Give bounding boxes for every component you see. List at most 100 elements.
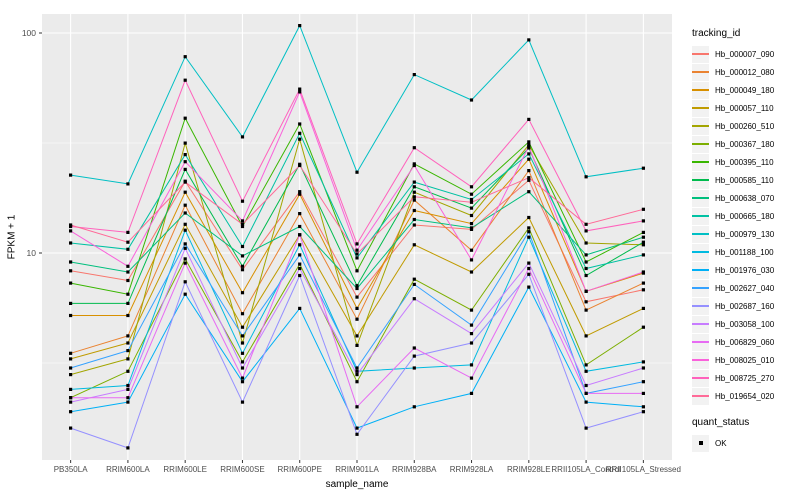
legend-item-Hb_008725_270: Hb_008725_270 <box>692 369 800 387</box>
legend-item-label: Hb_003058_100 <box>715 319 775 329</box>
legend-line-swatch-icon <box>692 305 709 307</box>
legend-line-swatch-icon <box>692 53 709 55</box>
legend-item-label: Hb_008025_010 <box>715 355 775 365</box>
data-point <box>183 160 187 164</box>
data-point <box>126 446 130 450</box>
data-point <box>240 334 245 338</box>
data-point <box>412 185 416 189</box>
data-point <box>469 200 474 204</box>
data-point <box>355 405 359 409</box>
data-point <box>641 366 645 370</box>
data-point <box>183 246 187 250</box>
legend-line-swatch-icon <box>692 251 709 253</box>
legend-item-Hb_000638_070: Hb_000638_070 <box>692 189 800 207</box>
data-point <box>298 253 302 257</box>
legend-item-label: Hb_002627_040 <box>715 283 775 293</box>
data-point <box>126 292 130 296</box>
legend-shape-items: OK <box>692 434 800 452</box>
legend-item-Hb_001188_100: Hb_001188_100 <box>692 243 800 261</box>
data-point <box>298 262 302 266</box>
data-point <box>355 343 359 347</box>
data-point <box>584 400 588 404</box>
legend-line-swatch-icon <box>692 233 709 235</box>
data-point <box>584 426 588 430</box>
data-point <box>469 258 474 262</box>
legend-key <box>692 333 709 351</box>
legend-item-label: Hb_000665_180 <box>715 211 775 221</box>
data-point <box>584 363 588 367</box>
data-point <box>240 360 245 364</box>
data-point <box>584 369 588 373</box>
data-point <box>69 313 73 318</box>
data-point <box>469 197 474 202</box>
data-point <box>412 146 416 150</box>
y-tick-label: 100 <box>22 28 36 38</box>
legend-key <box>692 261 709 279</box>
data-point <box>240 376 245 380</box>
data-point <box>240 254 245 258</box>
data-point <box>183 280 187 284</box>
data-point <box>298 233 302 237</box>
data-point <box>355 366 359 370</box>
data-point <box>641 219 645 223</box>
data-point <box>355 380 359 384</box>
x-tick-label: RRIM600LE <box>163 465 207 474</box>
legend-item-label: Hb_019654_020 <box>715 391 775 401</box>
data-point <box>412 180 416 184</box>
data-point <box>355 269 359 273</box>
data-point <box>298 137 302 141</box>
data-point <box>412 223 416 227</box>
data-point <box>126 301 130 305</box>
data-point <box>355 295 359 299</box>
x-tick-label: RRIM901LA <box>335 465 379 474</box>
legend-item-label: Hb_000395_110 <box>715 157 774 167</box>
legend-shape-title: quant_status <box>692 417 750 428</box>
data-point <box>584 175 588 179</box>
data-point <box>355 242 359 246</box>
legend-item-Hb_000979_130: Hb_000979_130 <box>692 225 800 243</box>
data-point <box>355 252 359 256</box>
legend-item-Hb_019654_020: Hb_019654_020 <box>692 387 800 405</box>
data-point <box>69 373 73 377</box>
x-tick-label: RRIM600SE <box>220 465 264 474</box>
data-point <box>126 341 130 345</box>
data-point <box>412 297 416 301</box>
data-point <box>527 261 531 265</box>
legend-key <box>692 81 709 99</box>
data-point <box>641 391 645 395</box>
data-point <box>298 90 302 94</box>
legend-key <box>692 297 709 315</box>
data-point <box>240 341 245 345</box>
black-square-marker-icon <box>698 441 703 445</box>
data-point <box>355 286 359 291</box>
data-point <box>469 185 474 189</box>
legend-item-Hb_003058_100: Hb_003058_100 <box>692 315 800 333</box>
data-point <box>355 284 359 288</box>
data-point <box>183 261 187 265</box>
legend-item-Hb_002687_160: Hb_002687_160 <box>692 297 800 315</box>
data-point <box>641 380 645 384</box>
legend-key <box>692 225 709 243</box>
data-point <box>584 391 588 395</box>
data-point <box>298 87 302 91</box>
data-point <box>183 167 187 171</box>
legend-key <box>692 315 709 333</box>
data-point <box>641 281 645 285</box>
data-point <box>183 116 187 120</box>
data-point <box>240 366 245 370</box>
data-point <box>183 222 187 226</box>
data-point <box>298 131 302 135</box>
legend-item-label: Hb_000979_130 <box>715 229 775 239</box>
data-point <box>240 244 245 249</box>
data-point <box>183 242 187 246</box>
legend-key <box>692 45 709 63</box>
data-point <box>641 306 645 310</box>
legend-key <box>692 171 709 189</box>
legend-key <box>692 243 709 261</box>
data-point <box>469 226 474 230</box>
data-point <box>126 182 130 186</box>
data-point <box>641 288 645 292</box>
data-point <box>298 266 302 271</box>
data-point <box>240 291 245 295</box>
data-point <box>469 270 474 274</box>
